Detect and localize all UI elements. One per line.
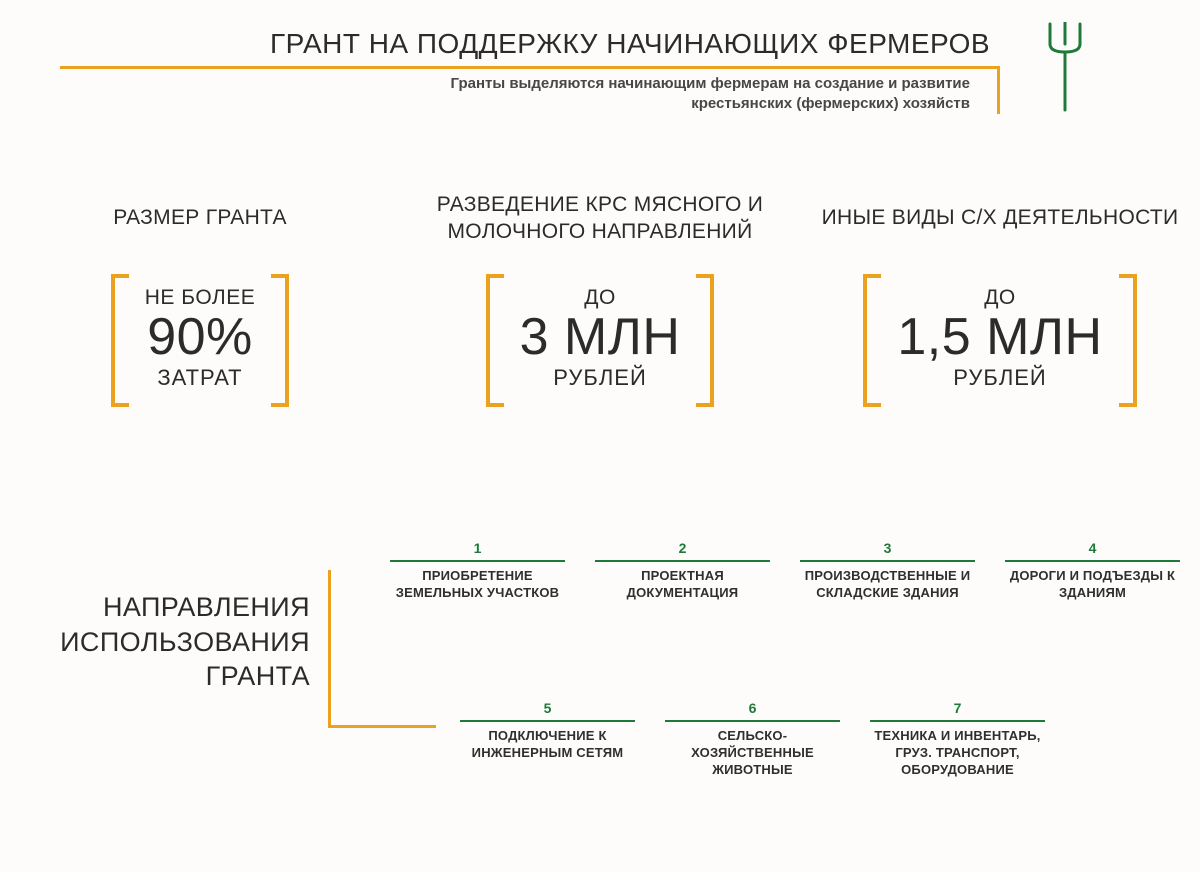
direction-number: 2: [595, 540, 770, 556]
stat-label: РАЗМЕР ГРАНТА: [113, 190, 287, 246]
directions-row-1: 1 ПРИОБРЕТЕНИЕ ЗЕМЕЛЬНЫХ УЧАСТКОВ 2 ПРОЕ…: [390, 540, 1180, 602]
stat-value: 1,5 МЛН: [897, 310, 1102, 365]
directions-connector-h: [328, 725, 436, 728]
stat-unit: РУБЛЕЙ: [553, 365, 647, 391]
pitchfork-icon: [1040, 22, 1090, 112]
direction-text: ПРОИЗВОДСТВЕННЫЕ И СКЛАДСКИЕ ЗДАНИЯ: [800, 568, 975, 602]
direction-underline: [665, 720, 840, 722]
direction-item: 5 ПОДКЛЮЧЕНИЕ К ИНЖЕНЕРНЫМ СЕТЯМ: [460, 700, 635, 779]
direction-underline: [800, 560, 975, 562]
stat-bracket: ДО 3 МЛН РУБЛЕЙ: [486, 274, 715, 407]
direction-number: 6: [665, 700, 840, 716]
direction-text: ПОДКЛЮЧЕНИЕ К ИНЖЕНЕРНЫМ СЕТЯМ: [460, 728, 635, 762]
direction-text: ТЕХНИКА И ИНВЕНТАРЬ, ГРУЗ. ТРАНСПОРТ, ОБ…: [870, 728, 1045, 779]
direction-number: 4: [1005, 540, 1180, 556]
directions-title: НАПРАВЛЕНИЯ ИСПОЛЬЗОВАНИЯ ГРАНТА: [30, 590, 310, 694]
stat-label: ИНЫЕ ВИДЫ С/Х ДЕЯТЕЛЬНОСТИ: [822, 190, 1179, 246]
direction-item: 4 ДОРОГИ И ПОДЪЕЗДЫ К ЗДАНИЯМ: [1005, 540, 1180, 602]
direction-text: ДОРОГИ И ПОДЪЕЗДЫ К ЗДАНИЯМ: [1005, 568, 1180, 602]
direction-text: ПРИОБРЕТЕНИЕ ЗЕМЕЛЬНЫХ УЧАСТКОВ: [390, 568, 565, 602]
stat-bracket: ДО 1,5 МЛН РУБЛЕЙ: [863, 274, 1136, 407]
direction-number: 5: [460, 700, 635, 716]
header-rule: [60, 66, 1000, 69]
direction-text: СЕЛЬСКО-ХОЗЯЙСТВЕННЫЕ ЖИВОТНЫЕ: [665, 728, 840, 779]
stat-top: ДО: [984, 286, 1016, 310]
direction-number: 7: [870, 700, 1045, 716]
stat-top: НЕ БОЛЕЕ: [145, 286, 255, 310]
stat-top: ДО: [584, 286, 616, 310]
direction-number: 3: [800, 540, 975, 556]
direction-underline: [460, 720, 635, 722]
stats-row: РАЗМЕР ГРАНТА НЕ БОЛЕЕ 90% ЗАТРАТ РАЗВЕД…: [0, 190, 1200, 407]
direction-number: 1: [390, 540, 565, 556]
directions-row-2: 5 ПОДКЛЮЧЕНИЕ К ИНЖЕНЕРНЫМ СЕТЯМ 6 СЕЛЬС…: [460, 700, 1045, 779]
stat-bracket: НЕ БОЛЕЕ 90% ЗАТРАТ: [111, 274, 289, 407]
page-subtitle: Гранты выделяются начинающим фермерам на…: [430, 74, 970, 115]
header: ГРАНТ НА ПОДДЕРЖКУ НАЧИНАЮЩИХ ФЕРМЕРОВ: [270, 28, 1140, 64]
direction-underline: [595, 560, 770, 562]
stat-grant-size: РАЗМЕР ГРАНТА НЕ БОЛЕЕ 90% ЗАТРАТ: [20, 190, 380, 407]
stat-other: ИНЫЕ ВИДЫ С/Х ДЕЯТЕЛЬНОСТИ ДО 1,5 МЛН РУ…: [820, 190, 1180, 407]
direction-item: 1 ПРИОБРЕТЕНИЕ ЗЕМЕЛЬНЫХ УЧАСТКОВ: [390, 540, 565, 602]
direction-text: ПРОЕКТНАЯ ДОКУМЕНТАЦИЯ: [595, 568, 770, 602]
stat-value: 3 МЛН: [520, 310, 681, 365]
stat-cattle: РАЗВЕДЕНИЕ КРС МЯСНОГО И МОЛОЧНОГО НАПРА…: [420, 190, 780, 407]
stat-unit: ЗАТРАТ: [157, 365, 242, 391]
stat-label: РАЗВЕДЕНИЕ КРС МЯСНОГО И МОЛОЧНОГО НАПРА…: [420, 190, 780, 246]
page-title: ГРАНТ НА ПОДДЕРЖКУ НАЧИНАЮЩИХ ФЕРМЕРОВ: [270, 28, 1140, 64]
direction-item: 7 ТЕХНИКА И ИНВЕНТАРЬ, ГРУЗ. ТРАНСПОРТ, …: [870, 700, 1045, 779]
direction-item: 3 ПРОИЗВОДСТВЕННЫЕ И СКЛАДСКИЕ ЗДАНИЯ: [800, 540, 975, 602]
direction-underline: [390, 560, 565, 562]
directions-connector-v: [328, 570, 331, 728]
stat-unit: РУБЛЕЙ: [953, 365, 1047, 391]
direction-underline: [870, 720, 1045, 722]
direction-item: 2 ПРОЕКТНАЯ ДОКУМЕНТАЦИЯ: [595, 540, 770, 602]
direction-item: 6 СЕЛЬСКО-ХОЗЯЙСТВЕННЫЕ ЖИВОТНЫЕ: [665, 700, 840, 779]
stat-value: 90%: [147, 310, 253, 365]
direction-underline: [1005, 560, 1180, 562]
header-rule-vertical: [997, 66, 1000, 114]
